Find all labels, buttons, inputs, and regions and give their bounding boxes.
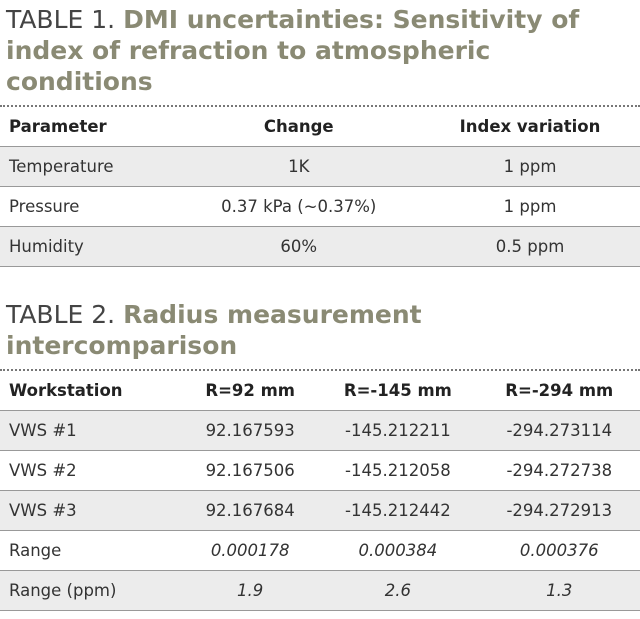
- table-cell: -145.212211: [317, 410, 479, 451]
- table-row: VWS #3 92.167684 -145.212442 -294.272913: [0, 490, 640, 531]
- dotted-rule: [0, 369, 640, 371]
- table-cell: 92.167506: [183, 450, 318, 491]
- header-cell: Index variation: [420, 107, 640, 147]
- table-cell: Temperature: [0, 146, 178, 187]
- table-1-section: TABLE 1. DMI uncertainties: Sensitivity …: [0, 0, 640, 267]
- table-cell: 0.000384: [317, 530, 479, 571]
- dotted-rule: [0, 105, 640, 107]
- table: Parameter Change Index variation Temperatur…: [0, 107, 640, 267]
- header-cell: R=-294 mm: [478, 371, 640, 411]
- table-title-text: Radius measurement intercomparison: [6, 300, 422, 360]
- header-cell: R=-145 mm: [317, 371, 479, 411]
- table-row: VWS #2 92.167506 -145.212058 -294.272738: [0, 450, 640, 491]
- table-cell: 0.37 kPa (~0.37%): [177, 186, 421, 227]
- table-label: TABLE 2.: [6, 300, 116, 329]
- table-cell: Range: [0, 530, 184, 571]
- table-title: TABLE 2. Radius measurement intercompari…: [0, 295, 612, 361]
- header-cell: Parameter: [0, 107, 178, 147]
- table-row: Range 0.000178 0.000384 0.000376: [0, 530, 640, 571]
- table-cell: VWS #3: [0, 490, 184, 531]
- table-cell: -294.272738: [478, 450, 640, 491]
- header-cell: Workstation: [0, 371, 184, 411]
- table-cell: 92.167684: [183, 490, 318, 531]
- table-row: Temperature 1K 1 ppm: [0, 146, 640, 187]
- table-label: TABLE 1.: [6, 5, 116, 34]
- table-cell: VWS #1: [0, 410, 184, 451]
- table-cell: 60%: [177, 226, 421, 267]
- header-cell: Change: [177, 107, 421, 147]
- table-row: VWS #1 92.167593 -145.212211 -294.273114: [0, 410, 640, 451]
- table-cell: -145.212442: [317, 490, 479, 531]
- table-row: Workstation R=92 mm R=-145 mm R=-294 mm: [0, 371, 640, 411]
- table-row: Humidity 60% 0.5 ppm: [0, 226, 640, 267]
- table-cell: 1 ppm: [420, 186, 640, 227]
- table-title: TABLE 1. DMI uncertainties: Sensitivity …: [0, 0, 612, 97]
- table-2-section: TABLE 2. Radius measurement intercompari…: [0, 295, 640, 611]
- table-title-text: DMI uncertainties: Sensitivity of index …: [6, 5, 580, 96]
- table-cell: -294.272913: [478, 490, 640, 531]
- table-cell: Pressure: [0, 186, 178, 227]
- table-cell: 0.5 ppm: [420, 226, 640, 267]
- table-cell: 1.3: [478, 570, 640, 611]
- header-cell: R=92 mm: [183, 371, 318, 411]
- table-cell: 0.000376: [478, 530, 640, 571]
- table-row: Pressure 0.37 kPa (~0.37%) 1 ppm: [0, 186, 640, 227]
- table-cell: 1 ppm: [420, 146, 640, 187]
- table-row: Parameter Change Index variation: [0, 107, 640, 147]
- table-cell: VWS #2: [0, 450, 184, 491]
- table-cell: 0.000178: [183, 530, 318, 571]
- table-cell: 92.167593: [183, 410, 318, 451]
- table: Workstation R=92 mm R=-145 mm R=-294 mm VWS …: [0, 371, 640, 611]
- table-cell: 1.9: [183, 570, 318, 611]
- table-row: Range (ppm) 1.9 2.6 1.3: [0, 570, 640, 611]
- table-cell: Humidity: [0, 226, 178, 267]
- table-cell: -145.212058: [317, 450, 479, 491]
- table-cell: -294.273114: [478, 410, 640, 451]
- table-cell: 1K: [177, 146, 421, 187]
- table-cell: Range (ppm): [0, 570, 184, 611]
- table-cell: 2.6: [317, 570, 479, 611]
